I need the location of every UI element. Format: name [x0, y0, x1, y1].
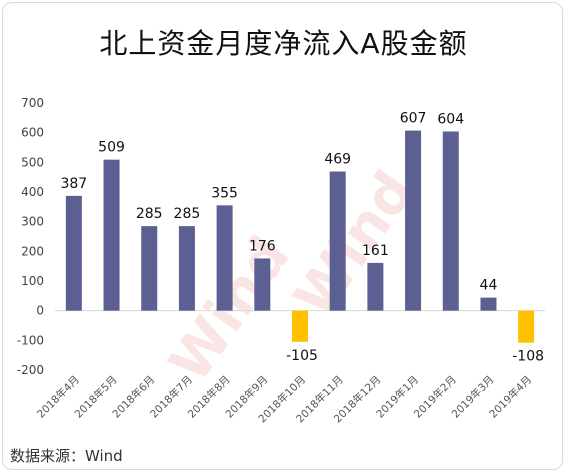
bar	[103, 159, 120, 311]
data-label: 176	[249, 238, 276, 254]
bar	[254, 258, 271, 311]
bar	[216, 205, 233, 311]
bar	[518, 310, 535, 343]
data-label: 285	[136, 206, 163, 222]
y-tick-label: 100	[21, 274, 44, 288]
y-tick-label: 400	[21, 185, 44, 199]
data-label: -105	[286, 348, 318, 364]
chart-title: 北上资金月度净流入A股金额	[99, 27, 468, 60]
y-tick-label: 600	[21, 126, 44, 140]
data-label: 387	[60, 176, 87, 192]
data-label: 604	[437, 111, 464, 127]
bar	[141, 226, 158, 311]
bar	[367, 262, 384, 311]
data-label: 469	[324, 152, 351, 168]
data-label: 44	[480, 278, 498, 294]
bar	[292, 310, 308, 342]
y-tick-label: 200	[21, 244, 44, 258]
data-source-note: 数据来源：Wind	[10, 447, 123, 465]
bar	[442, 131, 459, 311]
y-tick-label: 0	[36, 304, 44, 318]
y-tick-label: 300	[21, 215, 44, 229]
data-label: -108	[512, 349, 544, 365]
chart-frame	[2, 2, 563, 470]
bar	[480, 297, 497, 311]
data-label: 285	[174, 206, 201, 222]
y-tick-label: 700	[21, 96, 44, 110]
data-label: 509	[98, 140, 125, 156]
bar	[178, 226, 195, 311]
y-tick-label: 500	[21, 155, 44, 169]
y-tick-label: -100	[17, 333, 44, 347]
y-tick-label: -200	[17, 363, 44, 377]
data-label: 355	[211, 185, 238, 201]
data-label: 161	[362, 243, 389, 259]
bar	[405, 130, 422, 311]
bar	[329, 171, 346, 311]
bar	[65, 195, 82, 311]
data-label: 607	[400, 111, 427, 127]
